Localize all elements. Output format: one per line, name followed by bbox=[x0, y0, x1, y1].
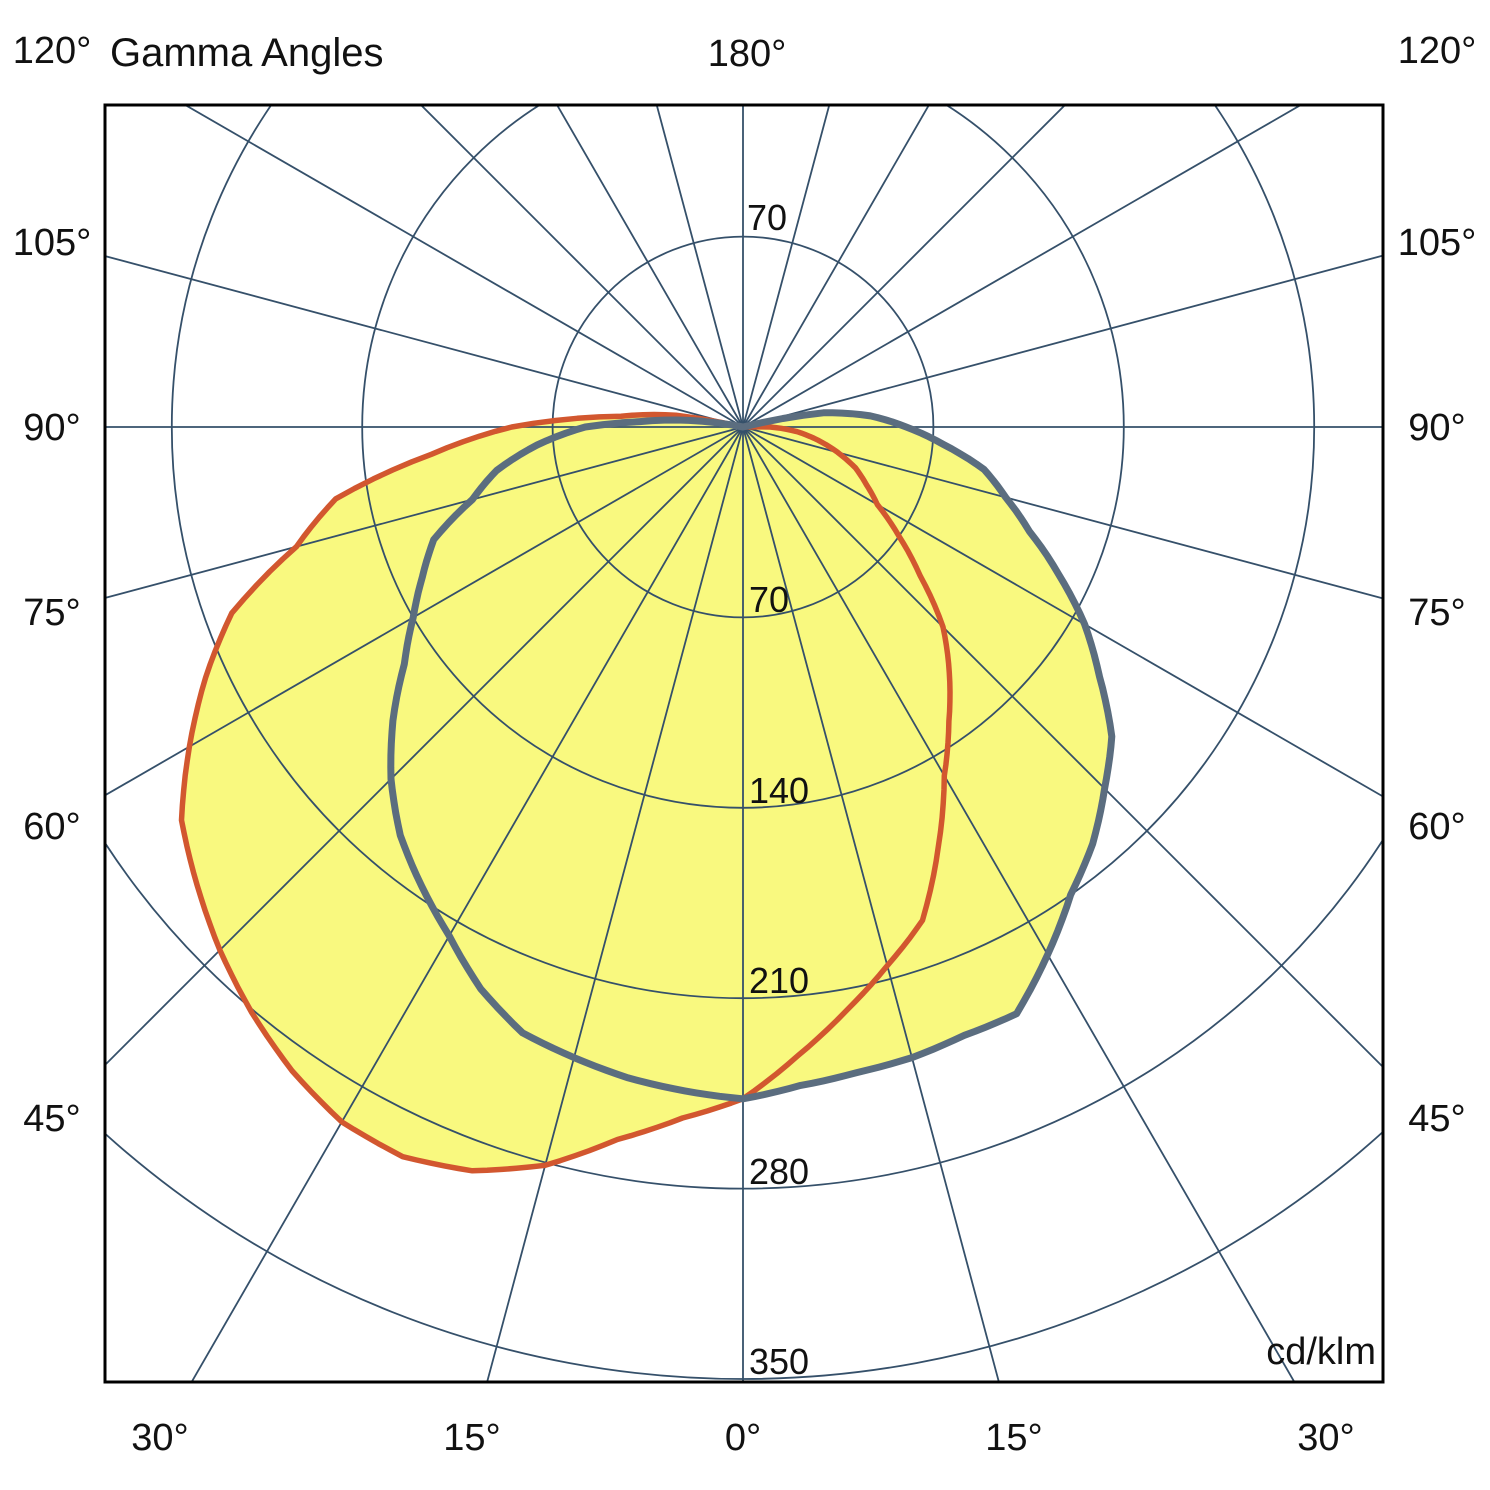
top-gamma-label-180: 180° bbox=[708, 33, 787, 75]
grid-radial-105 bbox=[742, 254, 1383, 428]
gamma-label-left-75: 75° bbox=[23, 592, 80, 634]
grid-radial-345 bbox=[486, 426, 744, 1382]
radial-tick-label-210: 210 bbox=[749, 960, 809, 1001]
plot-frame bbox=[103, 103, 1385, 1384]
grid-radial-75 bbox=[742, 426, 1383, 600]
gamma-label-bottom--15: 15° bbox=[443, 1417, 500, 1459]
gamma-label-right-45: 45° bbox=[1408, 1098, 1465, 1140]
grid-radial-225 bbox=[419, 105, 744, 428]
radial-units-label: cd/klm bbox=[1266, 1331, 1376, 1373]
axis-labels: 70 70 140 210 280 350 120° 120° 105° 105° 90° 90° 75… bbox=[13, 30, 1477, 1459]
grid-radial-255 bbox=[105, 255, 744, 428]
gamma-label-bottom-15: 15° bbox=[985, 1417, 1042, 1459]
gamma-label-right-90: 90° bbox=[1408, 407, 1465, 449]
grid-radial-165 bbox=[742, 105, 831, 428]
curve-series-1 bbox=[178, 411, 953, 1174]
gamma-label-left-90: 90° bbox=[23, 407, 80, 449]
grid-radial-195 bbox=[655, 105, 744, 428]
grid-radial-120 bbox=[742, 105, 1303, 428]
grid-radial-30 bbox=[742, 426, 1296, 1382]
grid-radial-300 bbox=[105, 426, 744, 797]
grid-radial-15 bbox=[742, 426, 1000, 1382]
grid-radial-330 bbox=[190, 426, 744, 1382]
grid-radial-210 bbox=[556, 105, 744, 428]
curve-series-2 bbox=[387, 409, 1116, 1103]
grid-radial-150 bbox=[742, 105, 930, 428]
gamma-label-left-120: 120° bbox=[13, 30, 92, 72]
gamma-label-right-105: 105° bbox=[1398, 222, 1477, 264]
grid-radial-135 bbox=[742, 105, 1067, 428]
gamma-label-right-75: 75° bbox=[1408, 592, 1465, 634]
radial-tick-label-140: 140 bbox=[749, 770, 809, 811]
radial-tick-label-top-70: 70 bbox=[747, 197, 787, 238]
gamma-label-bottom--30: 30° bbox=[131, 1417, 188, 1459]
intensity-fill-2 bbox=[390, 412, 1112, 1099]
gamma-label-right-120: 120° bbox=[1398, 30, 1477, 72]
radial-tick-label-70: 70 bbox=[749, 579, 789, 620]
gamma-label-bottom-0: 0° bbox=[725, 1417, 761, 1459]
grid-radial-45 bbox=[742, 426, 1383, 1069]
grid-radial-285 bbox=[105, 426, 744, 599]
gamma-label-left-60: 60° bbox=[23, 806, 80, 848]
chart-title: Gamma Angles bbox=[110, 31, 383, 75]
gamma-label-left-105: 105° bbox=[13, 222, 92, 264]
gamma-label-right-60: 60° bbox=[1408, 806, 1465, 848]
gamma-label-bottom-30: 30° bbox=[1297, 1417, 1354, 1459]
radial-tick-label-350: 350 bbox=[749, 1341, 809, 1382]
grid-radial-240 bbox=[183, 105, 744, 428]
radial-tick-label-280: 280 bbox=[749, 1151, 809, 1192]
gamma-label-left-45: 45° bbox=[23, 1098, 80, 1140]
